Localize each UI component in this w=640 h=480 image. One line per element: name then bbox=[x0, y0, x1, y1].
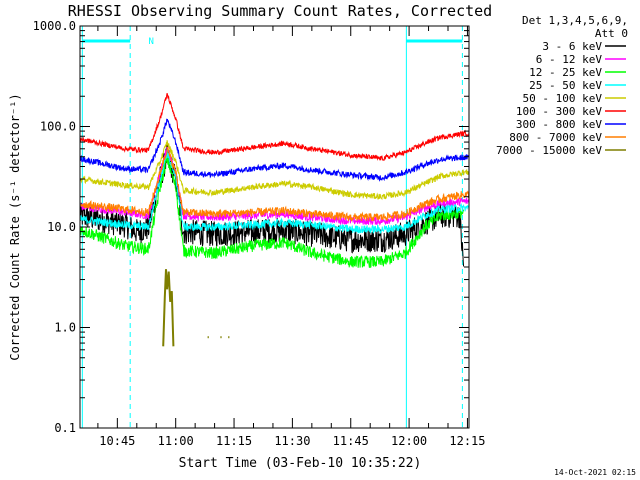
y-tick-label: 1.0 bbox=[54, 321, 76, 335]
legend-entry-label: 800 - 7000 keV bbox=[509, 131, 602, 144]
series-line bbox=[79, 143, 465, 267]
x-tick-label: 11:15 bbox=[216, 434, 252, 448]
axes-layer: 0.1 1.0 10.0 100.0 1000.0 10:45 11:00 11:15 11:3… bbox=[33, 19, 486, 448]
y-tick-label: 1000.0 bbox=[33, 19, 76, 33]
legend-entry-label: 3 - 6 keV bbox=[542, 40, 602, 53]
legend-entry-label: 6 - 12 keV bbox=[536, 53, 603, 66]
series-6 bbox=[79, 118, 470, 182]
series-1 bbox=[79, 147, 470, 226]
legend-header: Att 0 bbox=[595, 27, 628, 40]
x-tick-label: 12:00 bbox=[391, 434, 427, 448]
legend-entry-label: 100 - 300 keV bbox=[516, 105, 602, 118]
x-tick-label: 11:45 bbox=[333, 434, 369, 448]
series-line bbox=[79, 153, 465, 268]
series-line bbox=[79, 146, 470, 222]
legend-entry-label: 7000 - 15000 keV bbox=[496, 144, 602, 157]
legend-header: Det 1,3,4,5,6,9, bbox=[522, 14, 628, 27]
series-line bbox=[79, 149, 470, 235]
series-2 bbox=[79, 153, 465, 268]
series-line bbox=[79, 92, 470, 161]
legend-entry-label: 12 - 25 keV bbox=[529, 66, 602, 79]
series-4 bbox=[79, 140, 470, 201]
x-tick-label: 11:30 bbox=[274, 434, 310, 448]
legend-entry-label: 50 - 100 keV bbox=[523, 92, 603, 105]
x-tick-label: 12:15 bbox=[449, 434, 485, 448]
y-tick-label: 10.0 bbox=[47, 220, 76, 234]
series-5 bbox=[79, 92, 470, 161]
series-0 bbox=[79, 143, 465, 267]
legend-entry-label: 25 - 50 keV bbox=[529, 79, 602, 92]
y-tick-label: 100.0 bbox=[40, 120, 76, 134]
series-layer bbox=[79, 92, 470, 347]
y-axis-label: Corrected Count Rate (s⁻¹ detector⁻¹) bbox=[8, 93, 22, 360]
series-line bbox=[79, 140, 470, 201]
x-tick-label: 11:00 bbox=[158, 434, 194, 448]
annotation-label: N bbox=[148, 37, 153, 47]
series-line bbox=[79, 147, 470, 226]
footer-timestamp: 14-Oct-2021 02:15 bbox=[554, 468, 636, 477]
series-7 bbox=[79, 146, 470, 222]
x-axis-label: Start Time (03-Feb-10 10:35:22) bbox=[179, 456, 422, 471]
x-tick-label: 10:45 bbox=[99, 434, 135, 448]
series-8 bbox=[162, 269, 230, 347]
series-segment-0 bbox=[162, 269, 175, 347]
legend-entry-label: 300 - 800 keV bbox=[516, 118, 602, 131]
series-line bbox=[79, 118, 470, 182]
y-tick-label: 0.1 bbox=[54, 421, 76, 435]
chart-title: RHESSI Observing Summary Count Rates, Co… bbox=[68, 2, 492, 20]
series-3 bbox=[79, 149, 470, 235]
